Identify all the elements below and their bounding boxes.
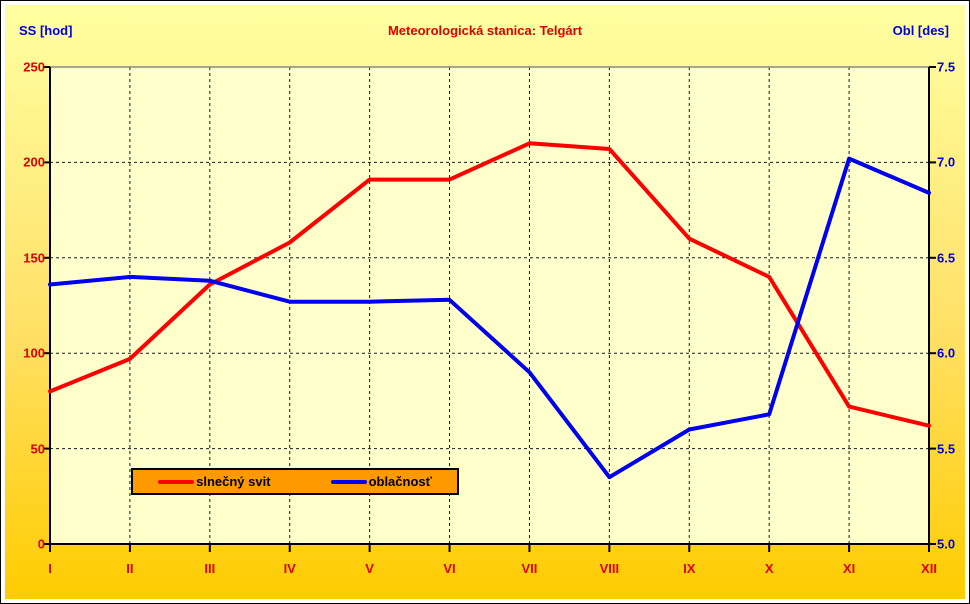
left-axis-tick-label: 100	[23, 345, 45, 361]
right-axis-header: Obl [des]	[892, 23, 949, 38]
month-label: VI	[443, 561, 456, 576]
right-axis-tick-label: 5.0	[937, 536, 956, 552]
legend: slnečný svit oblačnosť	[131, 468, 459, 495]
legend-label-sunshine: slnečný svit	[196, 474, 271, 489]
month-label: III	[204, 561, 216, 576]
left-axis-tick-label: 150	[23, 250, 45, 266]
left-axis-tick-label: 50	[30, 441, 45, 457]
month-label: IV	[283, 561, 296, 576]
month-label: X	[764, 561, 774, 576]
right-axis-tick-label: 7.0	[937, 154, 956, 170]
month-label: XI	[842, 561, 856, 576]
red-line-swatch-icon	[158, 479, 195, 484]
left-axis-tick-label: 250	[23, 59, 45, 75]
series-line-1	[48, 156, 931, 480]
month-label: IX	[683, 561, 696, 576]
legend-item-sunshine: slnečný svit	[158, 474, 271, 489]
month-label: I	[48, 561, 52, 576]
series-line-0	[48, 141, 931, 428]
left-axis-tick-label: 200	[23, 154, 45, 170]
right-axis-tick-label: 5.5	[937, 441, 956, 457]
month-label: VIII	[599, 561, 620, 576]
legend-item-cloudiness: oblačnosť	[330, 474, 432, 489]
right-axis-tick-label: 7.5	[937, 59, 956, 75]
right-axis-tick-label: 6.0	[937, 345, 956, 361]
left-axis-header: SS [hod]	[19, 23, 73, 38]
legend-label-cloudiness: oblačnosť	[368, 474, 432, 489]
chart-title: Meteorologická stanica: Telgárt	[387, 23, 583, 38]
plot-fill	[50, 67, 929, 544]
month-label: II	[126, 561, 134, 576]
left-axis-tick-label: 0	[37, 536, 45, 552]
month-label: XII	[921, 561, 937, 576]
month-label: V	[365, 561, 374, 576]
month-label: VII	[521, 561, 538, 576]
right-axis-tick-label: 6.5	[937, 250, 956, 266]
blue-line-swatch-icon	[330, 479, 367, 484]
